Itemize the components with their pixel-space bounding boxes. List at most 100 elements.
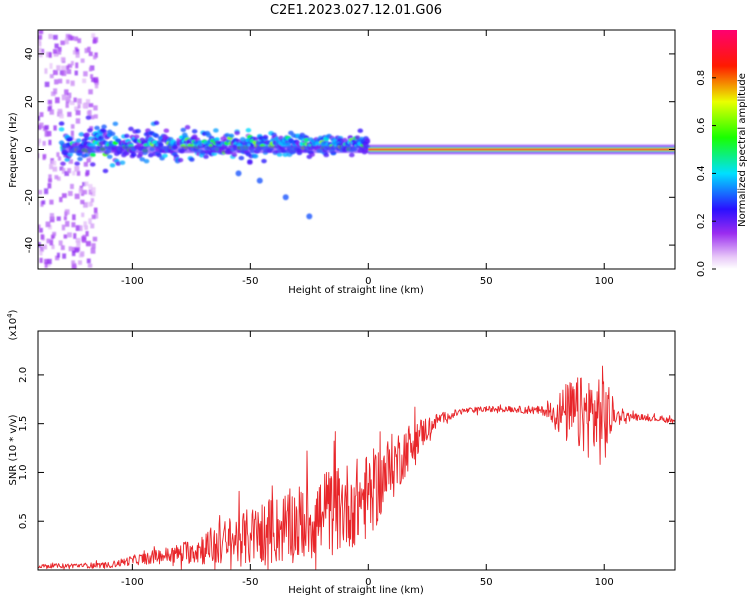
y-tick-label: 0 bbox=[24, 146, 35, 152]
ridge-blob bbox=[153, 133, 160, 138]
noise-blob bbox=[90, 247, 96, 254]
y-tick-label: -40 bbox=[24, 237, 35, 253]
noise-blob bbox=[52, 231, 57, 236]
ridge-blob bbox=[191, 134, 198, 139]
noise-blob bbox=[38, 224, 41, 229]
noise-blob bbox=[88, 103, 94, 108]
noise-blob bbox=[93, 207, 98, 214]
branch-blob bbox=[235, 170, 242, 177]
colorbar-tick-label: 0.4 bbox=[696, 165, 707, 181]
ridge-blob bbox=[228, 133, 235, 138]
noise-blob bbox=[90, 187, 96, 193]
noise-blob bbox=[44, 68, 48, 74]
ridge-blob bbox=[213, 128, 219, 133]
noise-blob bbox=[80, 58, 85, 63]
noise-blob bbox=[66, 96, 71, 102]
snr-x-label: Height of straight line (km) bbox=[288, 585, 424, 596]
ridge-blob bbox=[112, 121, 119, 126]
noise-blob bbox=[56, 152, 60, 157]
noise-blob bbox=[81, 236, 85, 242]
noise-blob bbox=[81, 212, 85, 218]
ridge-blob bbox=[191, 129, 198, 134]
noise-blob bbox=[71, 246, 76, 253]
noise-blob bbox=[59, 196, 63, 203]
noise-blob bbox=[47, 106, 52, 112]
noise-blob bbox=[83, 221, 87, 228]
snr-scale-base: (x10 bbox=[8, 318, 19, 341]
noise-blob bbox=[65, 103, 69, 108]
noise-blob bbox=[52, 233, 56, 239]
noise-blob bbox=[57, 50, 62, 55]
noise-blob bbox=[39, 112, 44, 117]
noise-blob bbox=[47, 183, 52, 189]
noise-blob bbox=[83, 202, 88, 208]
noise-blob bbox=[75, 62, 79, 69]
ridge-blob bbox=[109, 163, 116, 168]
noise-blob bbox=[87, 46, 91, 53]
noise-blob bbox=[53, 51, 59, 57]
noise-blob bbox=[42, 140, 46, 146]
noise-blob bbox=[44, 125, 49, 130]
noise-blob bbox=[66, 69, 72, 75]
noise-blob bbox=[93, 105, 98, 111]
y-tick-label: 0.5 bbox=[18, 513, 29, 529]
noise-blob bbox=[38, 41, 42, 47]
noise-blob bbox=[70, 81, 75, 86]
noise-blob bbox=[52, 34, 58, 40]
noise-blob bbox=[64, 171, 69, 176]
noise-blob bbox=[92, 236, 98, 242]
ridge-blob bbox=[147, 153, 154, 158]
noise-blob bbox=[58, 240, 63, 246]
noise-blob bbox=[90, 198, 95, 203]
noise-blob bbox=[93, 78, 98, 83]
noise-blob bbox=[60, 245, 65, 251]
noise-blob bbox=[84, 181, 89, 187]
noise-blob bbox=[67, 168, 72, 174]
x-tick-label: -100 bbox=[121, 276, 144, 287]
noise-blob bbox=[84, 48, 88, 54]
ridge-blob bbox=[235, 138, 242, 144]
noise-blob bbox=[90, 191, 96, 197]
spectrogram-y-label: Frequency (Hz) bbox=[8, 112, 19, 188]
noise-blob bbox=[78, 187, 84, 194]
noise-blob bbox=[90, 74, 94, 79]
noise-blob bbox=[91, 243, 96, 249]
noise-blob bbox=[68, 190, 73, 196]
noise-blob bbox=[88, 218, 92, 225]
noise-blob bbox=[82, 103, 87, 109]
noise-blob bbox=[74, 70, 78, 76]
noise-blob bbox=[88, 89, 93, 95]
ridge-blob bbox=[157, 142, 164, 147]
noise-blob bbox=[86, 240, 91, 247]
noise-blob bbox=[44, 258, 49, 265]
noise-blob bbox=[44, 81, 50, 88]
y-tick-label: 1.0 bbox=[18, 464, 29, 480]
x-tick-label: 100 bbox=[595, 276, 614, 287]
noise-blob bbox=[73, 265, 77, 269]
snr-background bbox=[38, 331, 675, 570]
noise-blob bbox=[77, 98, 82, 105]
noise-blob bbox=[46, 238, 51, 244]
noise-blob bbox=[76, 170, 81, 176]
noise-blob bbox=[49, 163, 53, 170]
noise-blob bbox=[40, 234, 45, 240]
ridge-blob bbox=[143, 159, 150, 164]
noise-blob bbox=[48, 139, 52, 146]
noise-blob bbox=[78, 260, 82, 265]
noise-blob bbox=[70, 183, 74, 190]
ridge-blob bbox=[84, 152, 90, 158]
noise-blob bbox=[56, 216, 61, 221]
ridge-blob bbox=[163, 128, 170, 133]
branch-blob bbox=[306, 213, 313, 220]
ridge-blob bbox=[309, 152, 315, 157]
noise-blob bbox=[77, 104, 81, 109]
ridge-blob bbox=[60, 161, 66, 166]
ridge-blob bbox=[282, 152, 289, 157]
ridge-blob bbox=[128, 126, 134, 132]
ridge-blob bbox=[67, 152, 73, 157]
noise-blob bbox=[82, 189, 86, 195]
snr-scale-factor: (x104) bbox=[6, 309, 19, 340]
noise-blob bbox=[79, 225, 83, 231]
noise-blob bbox=[39, 257, 43, 263]
noise-blob bbox=[68, 34, 73, 41]
